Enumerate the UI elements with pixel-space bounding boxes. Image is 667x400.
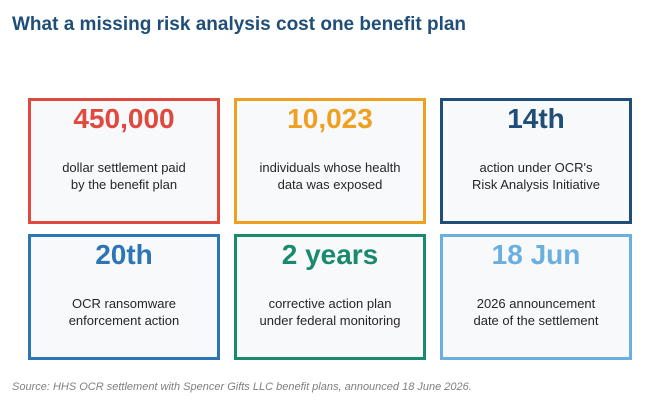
stat-card-risk-analysis-action: 14th action under OCR's Risk Analysis In… (440, 98, 632, 224)
stat-value: 2 years (281, 239, 379, 270)
stat-description: corrective action plan under federal mon… (259, 296, 401, 328)
stat-value: 18 Jun (491, 239, 581, 270)
stat-card-corrective-plan: 2 years corrective action plan under fed… (234, 234, 426, 360)
page-title: What a missing risk analysis cost one be… (12, 14, 467, 35)
stat-card-ransomware-action: 20th OCR ransomware enforcement action (28, 234, 220, 360)
source-note: Source: HHS OCR settlement with Spencer … (12, 381, 472, 393)
stat-description: 2026 announcement date of the settlement (473, 296, 599, 328)
stat-card-settlement: 450,000 dollar settlement paid by the be… (28, 98, 220, 224)
stat-card-individuals: 10,023 individuals whose health data was… (234, 98, 426, 224)
stat-value: 20th (95, 239, 153, 270)
stat-value: 450,000 (73, 103, 175, 134)
stat-description: dollar settlement paid by the benefit pl… (62, 160, 186, 192)
stat-description: OCR ransomware enforcement action (68, 296, 180, 328)
stat-value: 10,023 (287, 103, 373, 134)
stat-description: action under OCR's Risk Analysis Initiat… (472, 160, 600, 192)
stat-value: 14th (507, 103, 565, 134)
stat-card-announcement-date: 18 Jun 2026 announcement date of the set… (440, 234, 632, 360)
stat-description: individuals whose health data was expose… (259, 160, 401, 192)
